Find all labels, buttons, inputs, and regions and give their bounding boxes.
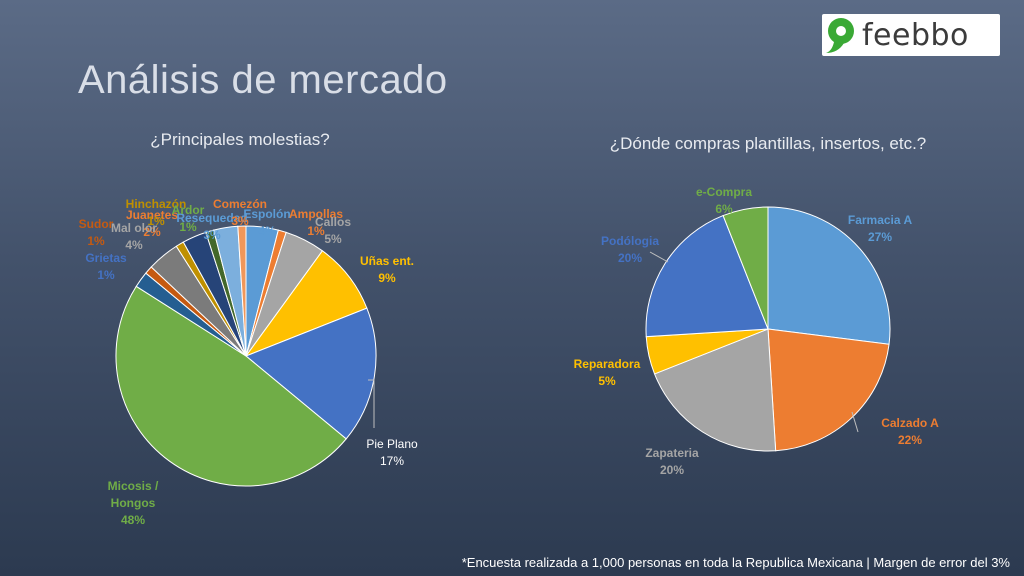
pie-slice [653,328,777,452]
logo-mark-icon [826,18,854,53]
slice-label: Sudor 1% [79,217,114,248]
slice-label: Callos 5% [315,215,351,246]
slice-label: e-Compra 6% [696,185,752,216]
pie-slice [645,214,769,338]
slice-label: Espolón 4% [243,207,290,238]
pie-slice [767,328,890,452]
slice-label: Grietas 1% [85,251,127,282]
slice-label: Farmacia A 27% [848,213,913,244]
pie-slice [245,307,377,440]
slice-label: Mal olor 4% [111,221,157,252]
slice-label: Podólogia 20% [601,234,659,265]
slice-label: Ardor 1% [172,203,205,234]
label-leader-line [368,379,375,428]
pie-chart-1: Espolón 4%Ampollas 1%Callos 5% Uñas ent. 9% Pi… [79,197,418,527]
pie-slice [115,285,347,487]
slice-label: Uñas ent. 9% [360,254,414,285]
pie-chart-2: Farmacia A 27% Calzado A 22% Zapateria 20% Rep… [574,185,939,477]
slice-label: Juanetes 2% [126,208,178,239]
slide-title: Análisis de mercado [78,58,448,102]
right-chart-title: ¿Dónde compras plantillas, insertos, etc… [609,134,927,153]
slice-label: Calzado A 22% [881,416,939,447]
brand-logo: feebbo [822,14,1000,56]
logo-text: feebbo [862,17,969,53]
pie-slice [767,206,891,345]
slice-label: Resequedad 3% [176,211,247,242]
label-leader-line [851,411,859,433]
slice-label: Pie Plano 17% [366,437,418,468]
slice-label: Zapateria 20% [645,446,699,477]
left-chart-title: ¿Principales molestias? [150,130,330,149]
slice-label: Comezón 3% [213,197,267,228]
pie-slice [722,206,769,330]
footnote: *Encuesta realizada a 1,000 personas en … [461,555,1010,570]
slice-label: Micosis / Hongos 48% [108,479,159,527]
slice-label: Reparadora 5% [574,357,641,388]
label-leader-line [649,251,669,263]
pie-slice [237,225,247,357]
slice-label: Ampollas 1% [289,207,343,238]
slice-label: Hinchazón 1% [126,197,187,228]
